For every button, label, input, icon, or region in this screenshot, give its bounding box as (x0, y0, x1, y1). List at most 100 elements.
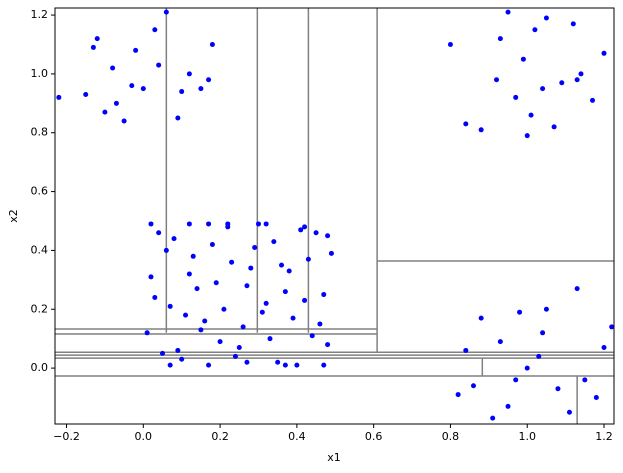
point (463, 121, 469, 127)
point (294, 362, 300, 368)
point (566, 409, 572, 415)
point (83, 91, 89, 97)
point (183, 312, 189, 318)
y-axis-label: x2 (7, 209, 20, 223)
point (244, 283, 250, 289)
point (570, 21, 576, 27)
point (179, 356, 185, 362)
point (113, 100, 119, 106)
point (133, 47, 139, 53)
point (478, 127, 484, 133)
y-tick-label: 1.2 (31, 8, 49, 21)
point (582, 377, 588, 383)
point (463, 347, 469, 353)
point (286, 268, 292, 274)
point (56, 94, 62, 100)
point (255, 221, 261, 227)
x-tick-label: 0.4 (288, 430, 306, 443)
x-tick-label: 1.2 (595, 430, 613, 443)
point (321, 362, 327, 368)
x-tick-label: −0.2 (53, 430, 80, 443)
point (144, 330, 150, 336)
point (94, 36, 100, 42)
point (110, 65, 116, 71)
point (447, 41, 453, 47)
point (513, 377, 519, 383)
point (497, 339, 503, 345)
point (593, 395, 599, 401)
point (478, 315, 484, 321)
point (186, 221, 192, 227)
point (302, 297, 308, 303)
point (160, 350, 165, 356)
point (302, 224, 308, 230)
point (505, 403, 511, 409)
point (232, 353, 238, 359)
point (317, 321, 323, 327)
point (455, 392, 461, 398)
point (298, 227, 304, 233)
point (186, 271, 192, 277)
point (601, 50, 607, 56)
point (555, 386, 561, 392)
point (532, 27, 538, 33)
point (198, 327, 204, 333)
point (156, 62, 162, 68)
x-tick-label: 1.0 (518, 430, 536, 443)
point (282, 362, 288, 368)
point (524, 133, 530, 139)
point (263, 221, 269, 227)
point (186, 71, 192, 77)
point (236, 345, 242, 351)
x-tick-label: 0.6 (365, 430, 383, 443)
point (259, 309, 265, 315)
point (524, 365, 530, 371)
point (279, 262, 285, 268)
point (152, 27, 158, 33)
point (206, 362, 212, 368)
y-tick-label: 0.8 (31, 126, 49, 139)
point (252, 244, 258, 250)
x-tick-label: 0.8 (442, 430, 460, 443)
point (578, 71, 584, 77)
point (221, 306, 227, 312)
point (494, 77, 500, 83)
point (520, 56, 526, 62)
point (551, 124, 557, 130)
point (497, 36, 503, 42)
point (121, 118, 127, 124)
y-tick-label: 0.6 (31, 185, 49, 198)
point (609, 324, 614, 330)
point (209, 242, 215, 248)
point (543, 15, 549, 21)
point (543, 306, 549, 312)
point (290, 315, 296, 321)
point (267, 336, 273, 342)
x-tick-label: 0.0 (135, 430, 153, 443)
point (263, 300, 269, 306)
point (470, 383, 476, 389)
y-tick-label: 1.0 (31, 67, 49, 80)
point (574, 286, 580, 292)
y-tick-label: 0.4 (31, 243, 49, 256)
point (140, 86, 146, 92)
point (321, 292, 327, 298)
point (490, 415, 496, 421)
point (148, 221, 154, 227)
point (528, 112, 534, 118)
point (194, 286, 200, 292)
point (156, 230, 162, 236)
point (190, 253, 196, 259)
point (179, 89, 185, 95)
point (229, 259, 235, 265)
point (90, 44, 96, 50)
point (225, 221, 231, 227)
point (275, 359, 281, 365)
point (309, 333, 315, 339)
y-tick-label: 0.2 (31, 302, 49, 315)
point (574, 77, 580, 83)
point (213, 280, 219, 286)
point (171, 236, 177, 242)
